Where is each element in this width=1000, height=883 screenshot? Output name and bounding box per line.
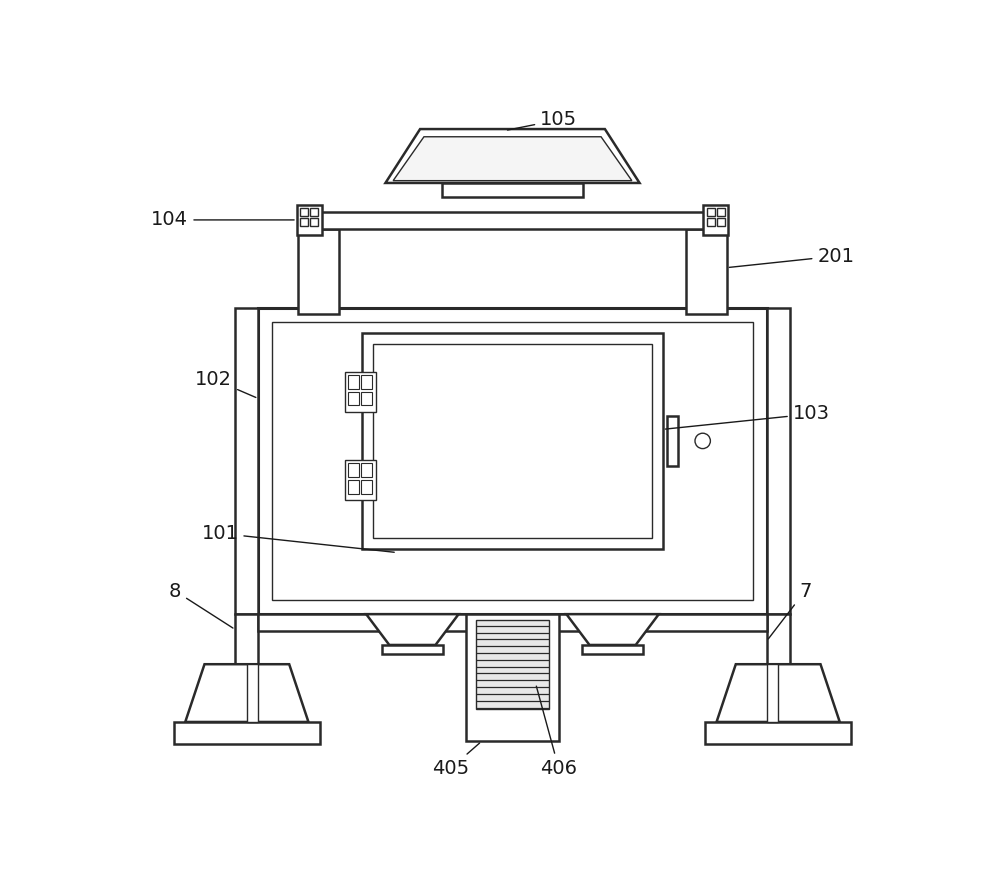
- Text: 201: 201: [729, 246, 854, 268]
- Polygon shape: [366, 615, 459, 645]
- Bar: [348, 464, 359, 477]
- Text: 104: 104: [151, 210, 294, 230]
- Bar: [345, 372, 376, 411]
- Bar: [707, 217, 715, 226]
- Polygon shape: [185, 664, 308, 722]
- Text: 105: 105: [508, 110, 577, 130]
- Text: 405: 405: [432, 743, 480, 778]
- Bar: [373, 343, 652, 538]
- Bar: [361, 464, 372, 477]
- Bar: [767, 615, 790, 734]
- Bar: [767, 664, 778, 722]
- Bar: [235, 615, 258, 734]
- Polygon shape: [717, 664, 840, 722]
- Bar: [582, 645, 643, 654]
- Bar: [297, 205, 322, 236]
- Bar: [348, 480, 359, 494]
- Bar: [707, 208, 715, 216]
- Polygon shape: [393, 137, 632, 181]
- Bar: [686, 230, 727, 313]
- Bar: [717, 208, 725, 216]
- Bar: [348, 374, 359, 389]
- Bar: [362, 333, 663, 548]
- Bar: [235, 307, 258, 615]
- Bar: [717, 217, 725, 226]
- Bar: [361, 392, 372, 405]
- Text: 406: 406: [536, 686, 577, 778]
- Bar: [258, 307, 767, 615]
- Bar: [442, 183, 583, 197]
- Bar: [310, 208, 318, 216]
- Bar: [298, 212, 727, 230]
- Bar: [705, 722, 851, 743]
- Bar: [345, 460, 376, 500]
- Bar: [310, 217, 318, 226]
- Bar: [300, 208, 308, 216]
- Polygon shape: [566, 615, 659, 645]
- Polygon shape: [385, 129, 640, 183]
- Bar: [300, 217, 308, 226]
- Bar: [361, 374, 372, 389]
- Bar: [258, 615, 767, 631]
- Bar: [174, 722, 320, 743]
- Text: 7: 7: [768, 582, 811, 639]
- Text: 103: 103: [665, 404, 830, 429]
- Text: 8: 8: [169, 582, 233, 628]
- Bar: [272, 321, 753, 600]
- Bar: [476, 621, 549, 709]
- Bar: [361, 480, 372, 494]
- Bar: [767, 307, 790, 615]
- Text: 101: 101: [201, 524, 394, 552]
- Bar: [382, 645, 443, 654]
- Bar: [348, 392, 359, 405]
- Text: 102: 102: [195, 370, 256, 397]
- Bar: [298, 230, 339, 313]
- Bar: [667, 416, 678, 465]
- Bar: [247, 664, 258, 722]
- Bar: [703, 205, 728, 236]
- Bar: [466, 615, 559, 741]
